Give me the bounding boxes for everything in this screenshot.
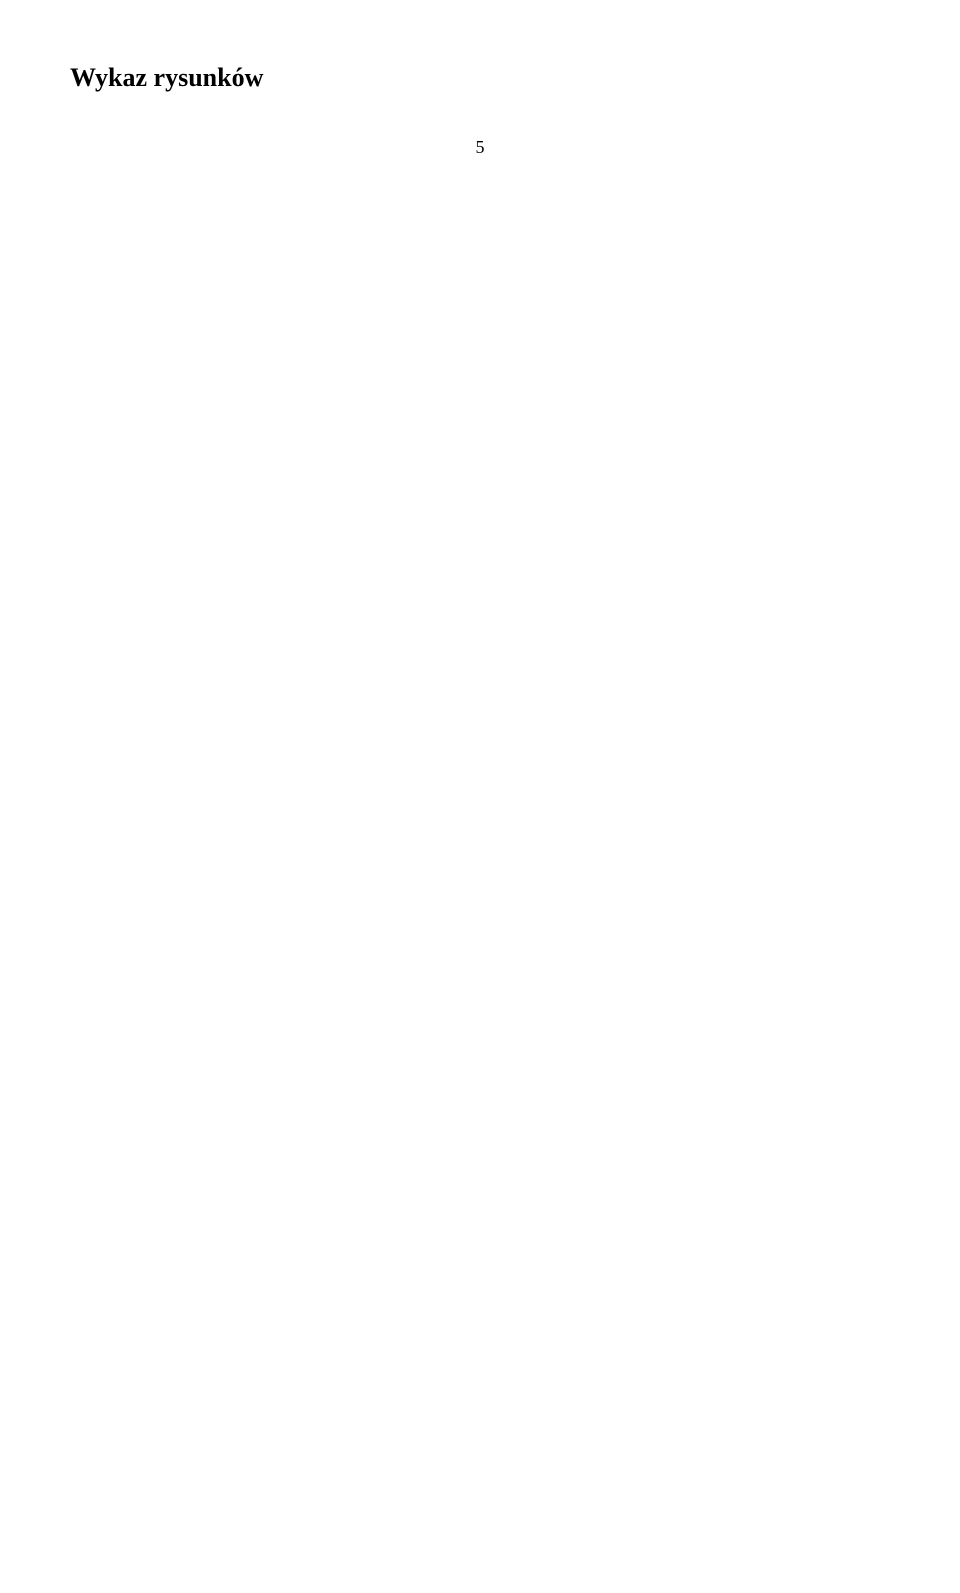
page-number: 5 — [70, 135, 890, 159]
page-title: Wykaz rysunków — [70, 60, 890, 95]
